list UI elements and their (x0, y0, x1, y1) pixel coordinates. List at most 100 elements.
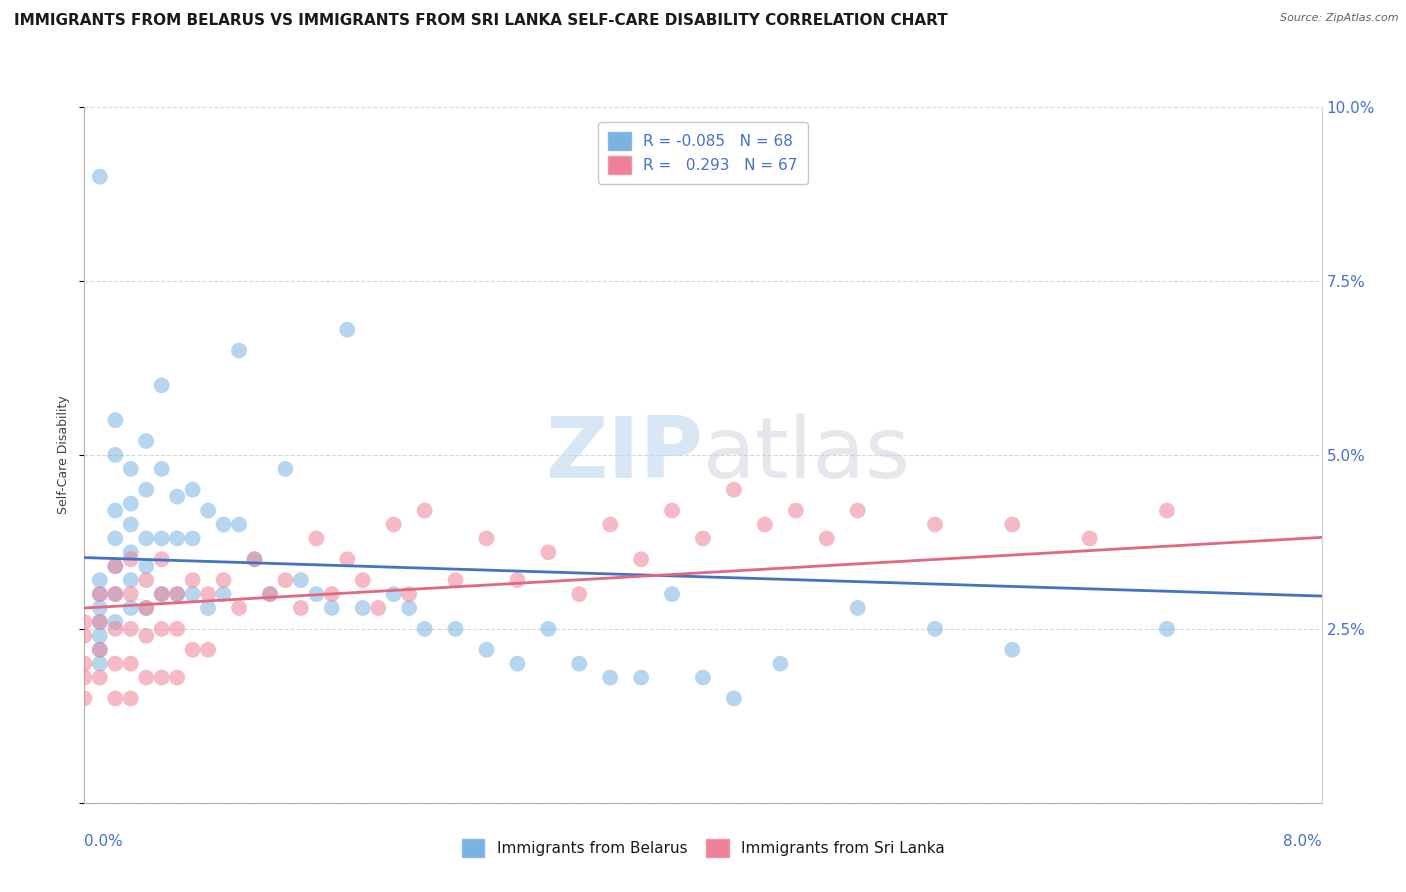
Point (599, 671, 621, 685)
Point (135, 532, 157, 546)
Point (352, 573, 374, 587)
Point (104, 413, 127, 427)
Point (150, 587, 173, 601)
Point (104, 532, 127, 546)
Point (181, 587, 204, 601)
Point (89, 601, 111, 615)
Point (321, 587, 343, 601)
Point (120, 552, 142, 566)
Point (104, 622, 127, 636)
Point (89, 642, 111, 657)
Point (150, 622, 173, 636)
Point (924, 622, 946, 636)
Point (120, 573, 142, 587)
Point (444, 573, 467, 587)
Text: atlas: atlas (703, 413, 911, 497)
Point (181, 532, 204, 546)
Point (274, 573, 297, 587)
Point (212, 587, 235, 601)
Point (89, 587, 111, 601)
Point (135, 434, 157, 448)
Point (181, 573, 204, 587)
Point (506, 573, 529, 587)
Point (89, 169, 111, 184)
Point (120, 657, 142, 671)
Point (104, 657, 127, 671)
Point (73, 615, 96, 629)
Point (274, 462, 297, 476)
Text: ZIP: ZIP (546, 413, 703, 497)
Point (120, 497, 142, 511)
Point (166, 587, 188, 601)
Text: IMMIGRANTS FROM BELARUS VS IMMIGRANTS FROM SRI LANKA SELF-CARE DISABILITY CORREL: IMMIGRANTS FROM BELARUS VS IMMIGRANTS FR… (14, 13, 948, 29)
Point (135, 559, 157, 574)
Point (181, 483, 204, 497)
Point (846, 503, 869, 517)
Point (723, 483, 745, 497)
Point (228, 601, 250, 615)
Point (89, 629, 111, 643)
Point (150, 671, 173, 685)
Point (120, 691, 142, 706)
Point (166, 671, 188, 685)
Point (120, 462, 142, 476)
Point (120, 622, 142, 636)
Point (228, 343, 250, 358)
Point (197, 601, 219, 615)
Point (73, 691, 96, 706)
Point (135, 601, 157, 615)
Point (305, 587, 328, 601)
Point (568, 657, 591, 671)
Point (135, 671, 157, 685)
Point (1156, 622, 1178, 636)
Point (120, 545, 142, 559)
Point (197, 642, 219, 657)
Point (104, 559, 127, 574)
Point (336, 552, 359, 566)
Point (321, 601, 343, 615)
Point (104, 587, 127, 601)
Point (444, 622, 467, 636)
Point (382, 517, 405, 532)
Point (1001, 642, 1024, 657)
Point (537, 622, 560, 636)
Point (305, 532, 328, 546)
Point (181, 642, 204, 657)
Text: Source: ZipAtlas.com: Source: ZipAtlas.com (1281, 13, 1399, 23)
Point (89, 671, 111, 685)
Point (197, 587, 219, 601)
Point (692, 532, 714, 546)
Point (166, 587, 188, 601)
Point (413, 622, 436, 636)
Text: 0.0%: 0.0% (84, 834, 124, 849)
Point (475, 642, 498, 657)
Point (259, 587, 281, 601)
Point (398, 587, 420, 601)
Point (89, 573, 111, 587)
Point (135, 601, 157, 615)
Point (104, 691, 127, 706)
Point (661, 587, 683, 601)
Point (89, 587, 111, 601)
Point (120, 601, 142, 615)
Point (166, 490, 188, 504)
Point (120, 587, 142, 601)
Point (243, 552, 266, 566)
Point (104, 448, 127, 462)
Point (89, 615, 111, 629)
Point (104, 615, 127, 629)
Point (135, 629, 157, 643)
Point (692, 671, 714, 685)
Point (120, 517, 142, 532)
Point (924, 517, 946, 532)
Point (104, 503, 127, 517)
Point (259, 587, 281, 601)
Point (73, 671, 96, 685)
Point (166, 622, 188, 636)
Point (89, 615, 111, 629)
Point (630, 671, 652, 685)
Point (166, 532, 188, 546)
Y-axis label: Self-Care Disability: Self-Care Disability (58, 395, 70, 515)
Point (769, 657, 792, 671)
Point (1078, 532, 1101, 546)
